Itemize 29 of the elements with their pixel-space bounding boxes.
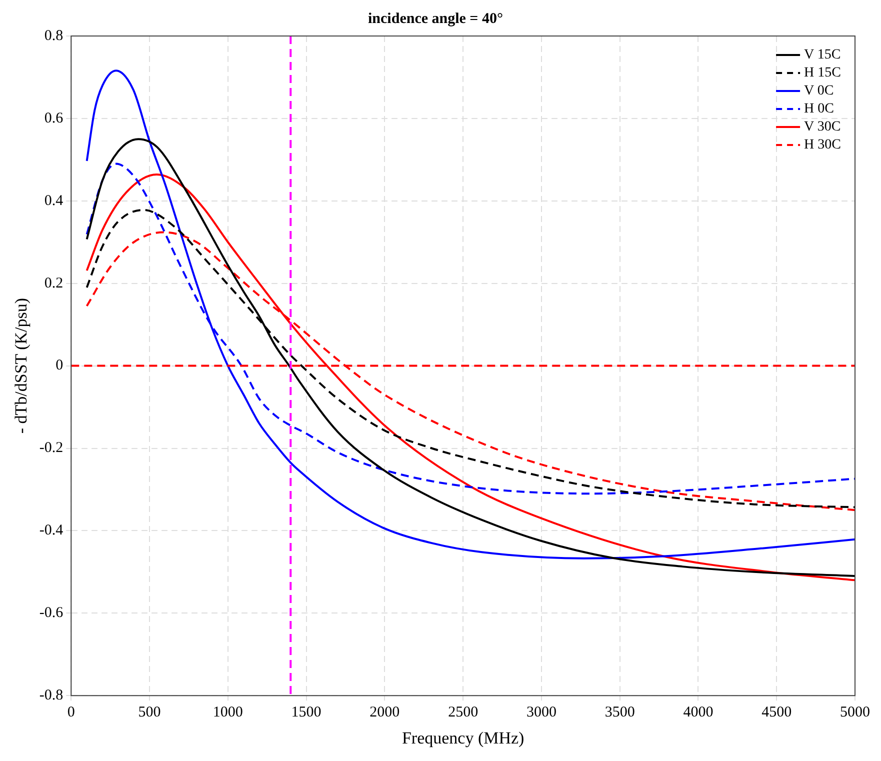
legend-label: V 15C (804, 48, 841, 63)
x-tick-label: 4500 (762, 704, 792, 721)
y-tick-label: -0.4 (39, 522, 64, 539)
x-tick-label: 4000 (683, 704, 714, 721)
x-tick-label: 5000 (840, 704, 870, 721)
y-tick-label: 0 (56, 358, 64, 374)
legend-label: V 30C (804, 120, 841, 135)
legend-label: H 15C (804, 66, 842, 81)
x-tick-label: 2500 (448, 704, 478, 721)
y-tick-label: -0.8 (39, 688, 64, 704)
legend-label: V 0C (804, 84, 834, 99)
y-tick-label: -0.2 (39, 440, 64, 456)
y-tick-label: 0.4 (44, 192, 64, 209)
y-axis-title: - dTb/dSST (K/psu) (12, 298, 31, 434)
legend-label: H 30C (804, 138, 842, 153)
y-tick-label: 0.2 (44, 275, 64, 292)
y-tick-label: 0.6 (44, 110, 64, 126)
chart-title: incidence angle = 40° (368, 10, 503, 27)
x-tick-label: 1500 (291, 704, 322, 721)
x-tick-label: 500 (138, 704, 161, 721)
y-tick-label: 0.8 (44, 28, 64, 44)
x-tick-label: 3000 (526, 704, 556, 721)
x-tick-label: 2000 (370, 704, 400, 721)
legend-label: H 0C (804, 102, 834, 117)
y-tick-label: -0.6 (39, 605, 64, 622)
x-tick-label: 1000 (212, 704, 243, 721)
x-axis-title: Frequency (MHz) (402, 728, 524, 748)
x-tick-label: 0 (67, 704, 75, 721)
x-tick-label: 3500 (604, 704, 635, 721)
